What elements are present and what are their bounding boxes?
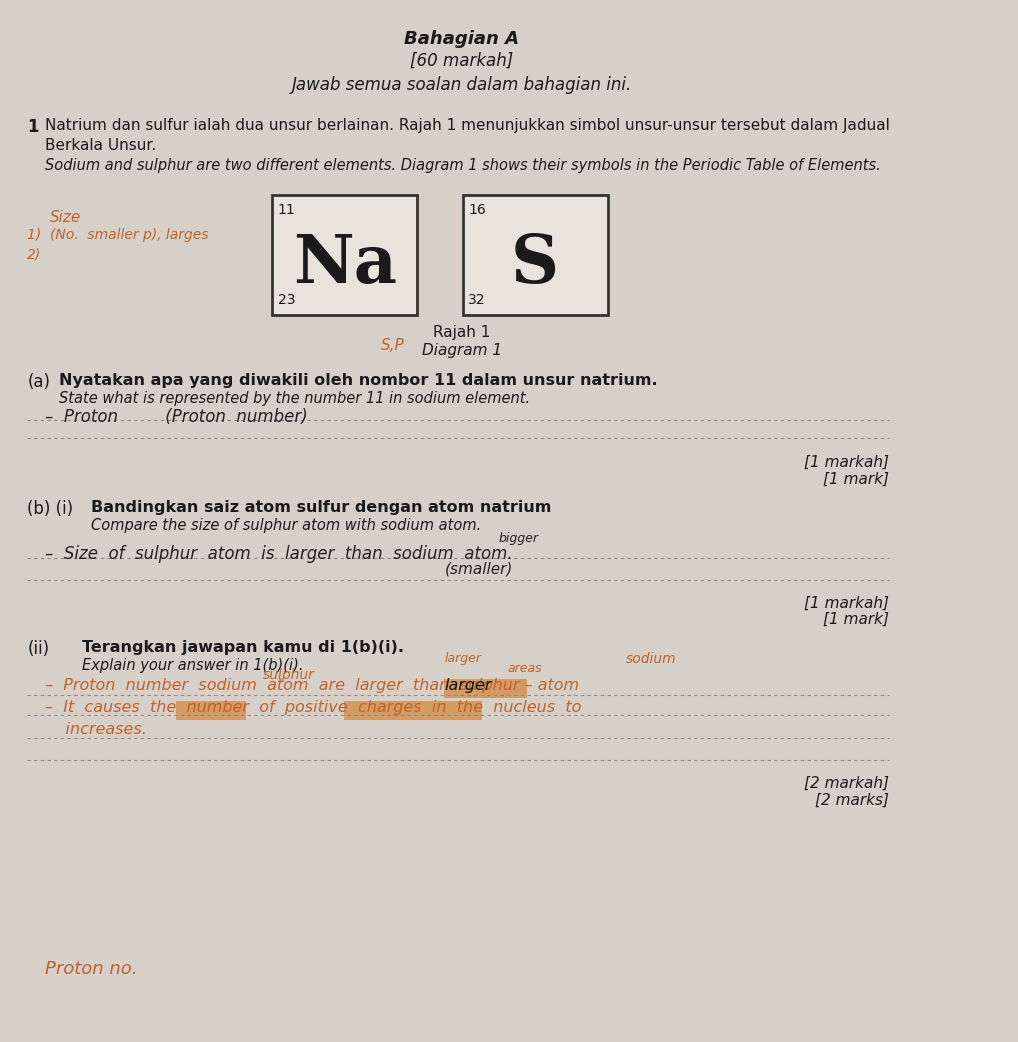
Text: areas: areas <box>508 662 543 675</box>
Text: sulphur: sulphur <box>263 668 315 683</box>
FancyBboxPatch shape <box>462 195 608 315</box>
Text: Sodium and sulphur are two different elements. Diagram 1 shows their symbols in : Sodium and sulphur are two different ele… <box>46 158 882 173</box>
Text: Bahagian A: Bahagian A <box>404 30 519 48</box>
Text: bigger: bigger <box>499 532 539 545</box>
Text: Jawab semua soalan dalam bahagian ini.: Jawab semua soalan dalam bahagian ini. <box>291 76 632 94</box>
Text: [2 marks]: [2 marks] <box>814 793 889 808</box>
Text: Na: Na <box>292 232 397 298</box>
Text: (ii): (ii) <box>27 640 49 658</box>
Text: –  Size  of  sulphur  atom  is  larger  than  sodium  atom.: – Size of sulphur atom is larger than so… <box>46 545 513 563</box>
Text: Compare the size of sulphur atom with sodium atom.: Compare the size of sulphur atom with so… <box>91 518 480 534</box>
Text: –  Proton  number  sodium  atom  are  larger  than  sulphur – atom: – Proton number sodium atom are larger t… <box>46 678 579 693</box>
Text: Explain your answer in 1(b)(i).: Explain your answer in 1(b)(i). <box>81 658 303 673</box>
Text: 32: 32 <box>468 293 486 307</box>
Text: Size: Size <box>50 210 81 225</box>
Text: Rajah 1: Rajah 1 <box>433 325 491 340</box>
Text: –  It  causes  the  number  of  positive  charges  in  the  nucleus  to: – It causes the number of positive charg… <box>46 700 581 715</box>
Text: [1 markah]: [1 markah] <box>804 455 889 470</box>
Text: [1 mark]: [1 mark] <box>823 612 889 627</box>
Text: 1: 1 <box>27 118 39 137</box>
Text: [1 markah]: [1 markah] <box>804 596 889 611</box>
Text: Nyatakan apa yang diwakili oleh nombor 11 dalam unsur natrium.: Nyatakan apa yang diwakili oleh nombor 1… <box>59 373 658 388</box>
Text: (smaller): (smaller) <box>445 562 513 577</box>
Text: 1)  (No.  smaller p), larges: 1) (No. smaller p), larges <box>27 228 209 242</box>
Text: Proton no.: Proton no. <box>46 960 137 978</box>
Text: (a): (a) <box>27 373 50 391</box>
Text: larger: larger <box>445 678 492 693</box>
Text: 2): 2) <box>27 248 42 262</box>
Text: larger: larger <box>445 652 482 665</box>
FancyBboxPatch shape <box>272 195 417 315</box>
Text: S,P: S,P <box>381 338 405 353</box>
Text: Bandingkan saiz atom sulfur dengan atom natrium: Bandingkan saiz atom sulfur dengan atom … <box>91 500 551 515</box>
FancyBboxPatch shape <box>344 701 482 720</box>
Text: S: S <box>511 232 559 298</box>
FancyBboxPatch shape <box>176 701 245 720</box>
Text: 16: 16 <box>468 203 486 217</box>
Text: [60 markah]: [60 markah] <box>410 52 513 70</box>
Text: Berkala Unsur.: Berkala Unsur. <box>46 138 157 153</box>
Text: increases.: increases. <box>46 722 148 737</box>
Text: [1 mark]: [1 mark] <box>823 472 889 487</box>
Text: Terangkan jawapan kamu di 1(b)(i).: Terangkan jawapan kamu di 1(b)(i). <box>81 640 403 655</box>
Text: State what is represented by the number 11 in sodium element.: State what is represented by the number … <box>59 391 530 406</box>
Text: 23: 23 <box>278 293 295 307</box>
Text: [2 markah]: [2 markah] <box>804 776 889 791</box>
Text: sodium: sodium <box>626 652 676 666</box>
Text: 11: 11 <box>278 203 295 217</box>
Text: –  Proton         (Proton  number): – Proton (Proton number) <box>46 408 308 426</box>
Text: Diagram 1: Diagram 1 <box>421 343 502 358</box>
Text: Natrium dan sulfur ialah dua unsur berlainan. Rajah 1 menunjukkan simbol unsur-u: Natrium dan sulfur ialah dua unsur berla… <box>46 118 890 133</box>
FancyBboxPatch shape <box>444 679 527 698</box>
Text: (b) (i): (b) (i) <box>27 500 73 518</box>
